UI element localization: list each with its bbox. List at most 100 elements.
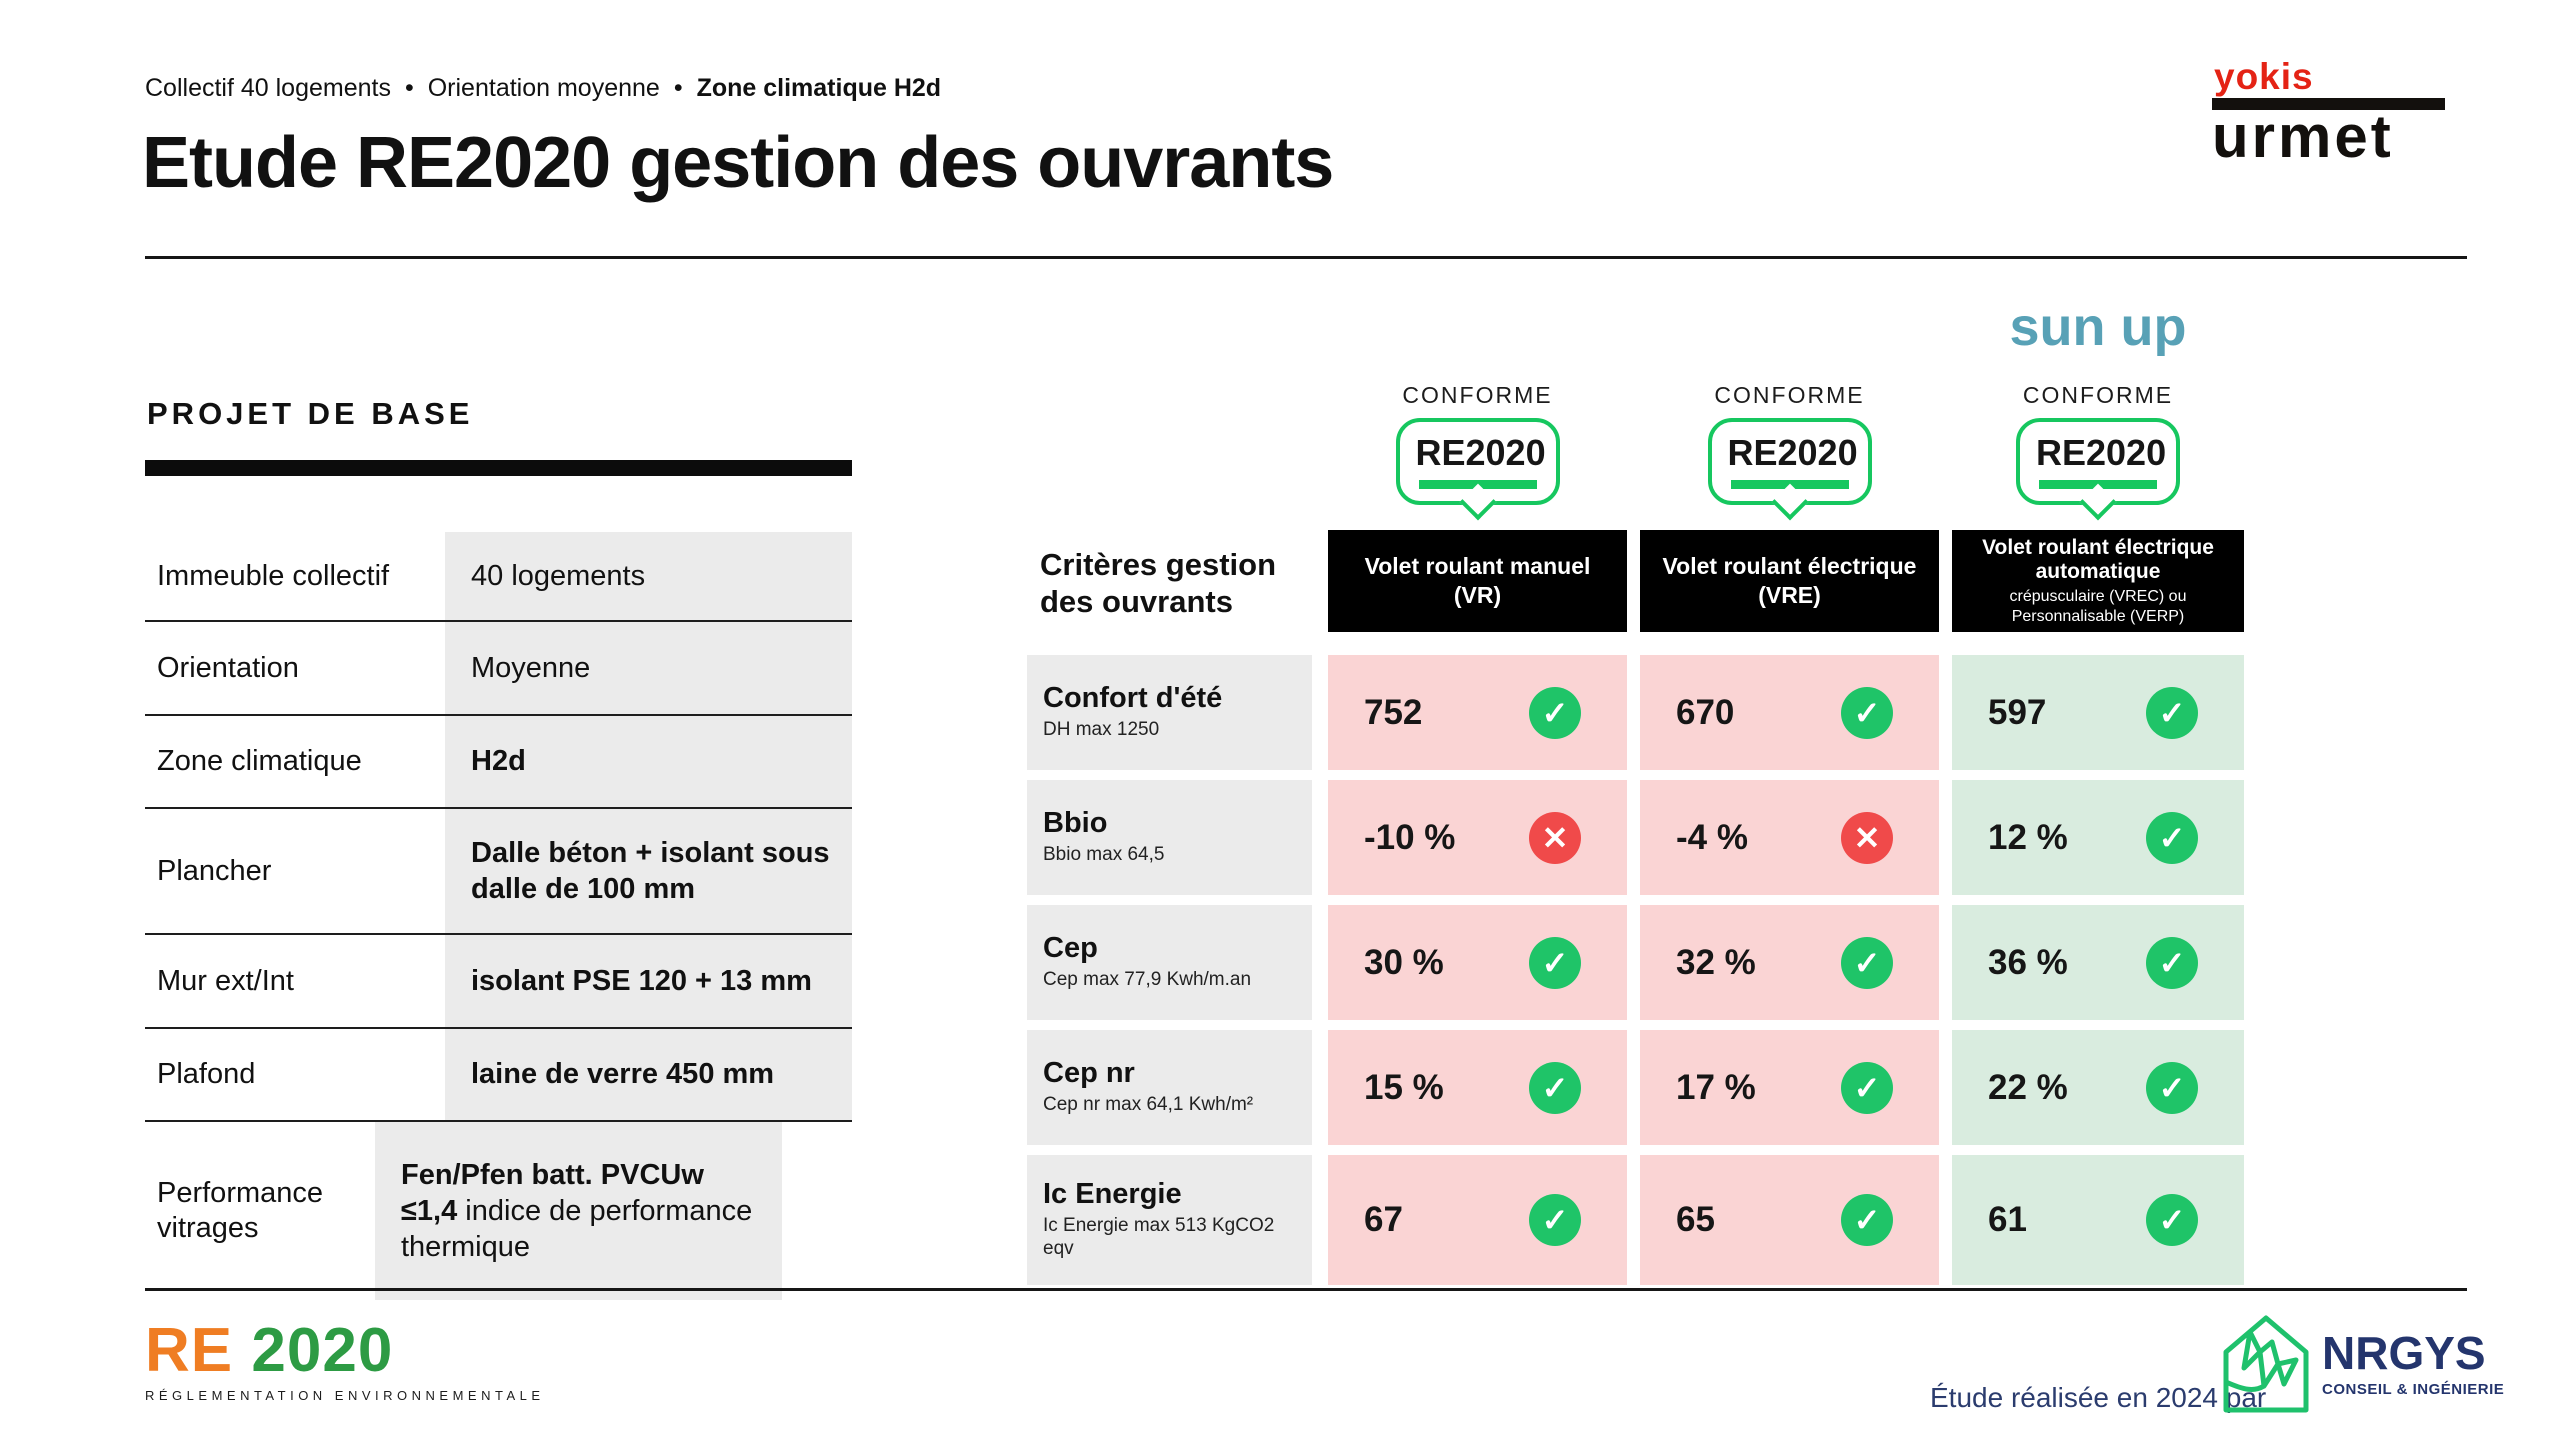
cell-value: 15 % [1364, 1067, 1444, 1107]
conforme-badge-column-2: CONFORME RE2020 [1640, 382, 1939, 521]
check-icon [1529, 936, 1581, 989]
row-value-bold: Fen/Pfen batt. PVCUw ≤1,4 [401, 1158, 704, 1227]
bullet-separator: • [673, 74, 683, 102]
cell-value: 597 [1988, 692, 2047, 732]
criteria-row-cep-nr: Cep nr Cep nr max 64,1 Kwh/m² 15 % 17 % … [1027, 1030, 2244, 1145]
criteria-row-ic-energie: Ic Energie Ic Energie max 513 KgCO2 eqv … [1027, 1155, 2244, 1285]
re2020-logo: RE 2020 RÉGLEMENTATION ENVIRONNEMENTALE [145, 1320, 545, 1404]
criteria-name: Cep [1043, 932, 1098, 965]
criteria-label-cell: Cep nr Cep nr max 64,1 Kwh/m² [1027, 1030, 1312, 1145]
re2020-badge: RE2020 [2016, 418, 2180, 521]
criteria-limit: Ic Energie max 513 KgCO2 eqv [1043, 1215, 1275, 1259]
criteria-label-cell: Ic Energie Ic Energie max 513 KgCO2 eqv [1027, 1155, 1312, 1285]
value-cell: 15 % [1328, 1030, 1627, 1145]
breadcrumb: Collectif 40 logements • Orientation moy… [145, 74, 941, 103]
check-icon [1529, 686, 1581, 739]
row-value: Dalle béton + isolant sous dalle de 100 … [445, 809, 852, 933]
title-divider [145, 256, 2467, 259]
row-label: Zone climatique [157, 745, 362, 778]
re2020-badge-label: RE2020 [2036, 432, 2167, 473]
speech-bubble-tail [1771, 483, 1808, 521]
page-title: Etude RE2020 gestion des ouvrants [142, 123, 1334, 203]
column-title: Volet roulant électrique automatique [1982, 536, 2214, 584]
re2020-year: 2020 [251, 1316, 394, 1385]
speech-bubble-tail [2079, 483, 2117, 521]
column-subtitle: crépusculaire (VREC) ou Personnalisable … [2009, 588, 2187, 625]
breadcrumb-part-3: Zone climatique H2d [696, 74, 942, 102]
value-cell: 22 % [1952, 1030, 2244, 1145]
column-title: Volet roulant électrique (VRE) [1662, 553, 1917, 608]
breadcrumb-part-2: Orientation moyenne [427, 74, 660, 102]
value-cell: 12 % [1952, 780, 2244, 895]
row-label: Plafond [157, 1058, 256, 1091]
nrgys-wordmark: NRGYS [2322, 1327, 2486, 1379]
criteria-label-cell: Bbio Bbio max 64,5 [1027, 780, 1312, 895]
check-icon [1841, 1061, 1893, 1114]
row-value: laine de verre 450 mm [445, 1029, 852, 1120]
credit-text: Étude réalisée en 2024 par [1930, 1382, 2267, 1413]
row-label: Mur ext/Int [157, 964, 294, 997]
row-value: Moyenne [445, 622, 852, 714]
row-value: Fen/Pfen batt. PVCUw ≤1,4 indice de perf… [375, 1122, 782, 1300]
table-row: Orientation Moyenne [145, 620, 852, 714]
conforme-badge-column-3: CONFORME RE2020 [1952, 382, 2244, 521]
re2020-badge-label: RE2020 [1415, 432, 1546, 473]
check-icon [2146, 1061, 2198, 1114]
cell-value: 32 % [1676, 942, 1756, 982]
cell-value: 22 % [1988, 1067, 2068, 1107]
criteria-limit: Cep max 77,9 Kwh/m.an [1043, 969, 1252, 991]
breadcrumb-part-1: Collectif 40 logements [145, 74, 391, 102]
x-icon [1841, 811, 1893, 864]
speech-bubble-tail [1459, 483, 1496, 521]
re2020-wordmark: RE 2020 [145, 1320, 545, 1382]
check-icon [2146, 686, 2198, 739]
value-cell: 597 [1952, 655, 2244, 770]
value-cell: 30 % [1328, 905, 1627, 1020]
criteria-limit: Cep nr max 64,1 Kwh/m² [1043, 1094, 1254, 1116]
value-cell: 670 [1640, 655, 1939, 770]
base-project-table: Immeuble collectif 40 logements Orientat… [145, 532, 852, 1300]
cell-value: 752 [1364, 692, 1423, 732]
value-cell: 36 % [1952, 905, 2244, 1020]
check-icon [2146, 1194, 2198, 1246]
criteria-name: Cep nr [1043, 1057, 1135, 1090]
value-cell: 61 [1952, 1155, 2244, 1285]
yokis-urmet-logo: yokis urmet [2212, 58, 2447, 167]
urmet-logo-bar [2212, 98, 2445, 110]
value-cell: 67 [1328, 1155, 1627, 1285]
cell-value: 12 % [1988, 817, 2068, 857]
column-title: Volet roulant manuel (VR) [1364, 553, 1591, 608]
row-value: H2d [445, 716, 852, 807]
value-cell: -10 % [1328, 780, 1627, 895]
row-label: Immeuble collectif [157, 559, 390, 592]
table-row: Zone climatique H2d [145, 714, 852, 807]
re2020-badge: RE2020 [1707, 418, 1872, 521]
x-icon [1529, 811, 1581, 864]
value-cell: 32 % [1640, 905, 1939, 1020]
check-icon [1841, 936, 1893, 989]
conforme-badge-column-1: CONFORME RE2020 [1328, 382, 1627, 521]
row-value: 40 logements [445, 532, 852, 620]
row-label: Plancher [157, 854, 272, 887]
table-row: Performance vitrages Fen/Pfen batt. PVCU… [145, 1120, 852, 1300]
criteria-heading: Critères gestion des ouvrants [1040, 547, 1277, 620]
criteria-name: Bbio [1043, 807, 1108, 840]
re2020-tagline: RÉGLEMENTATION ENVIRONNEMENTALE [145, 1388, 545, 1403]
value-cell: 65 [1640, 1155, 1939, 1285]
column-header-vre: Volet roulant électrique (VRE) [1640, 530, 1939, 632]
row-value: isolant PSE 120 + 13 mm [445, 935, 852, 1027]
criteria-limit: DH max 1250 [1043, 719, 1160, 741]
sunup-logo: sun up [2009, 297, 2187, 357]
nrgys-logo: NRGYS CONSEIL & INGÉNIERIE [2220, 1312, 2504, 1416]
cell-value: 61 [1988, 1200, 2027, 1239]
check-icon [2146, 811, 2198, 864]
cell-value: 36 % [1988, 942, 2068, 982]
column-header-vrec-verp: Volet roulant électrique automatique cré… [1952, 530, 2244, 632]
check-icon [1529, 1194, 1581, 1246]
bullet-separator: • [404, 74, 414, 102]
cell-value: 670 [1676, 692, 1735, 732]
row-label: Performance vitrages [157, 1177, 324, 1244]
cell-value: 30 % [1364, 942, 1444, 982]
criteria-limit: Bbio max 64,5 [1043, 844, 1165, 866]
cell-value: 67 [1364, 1200, 1403, 1239]
